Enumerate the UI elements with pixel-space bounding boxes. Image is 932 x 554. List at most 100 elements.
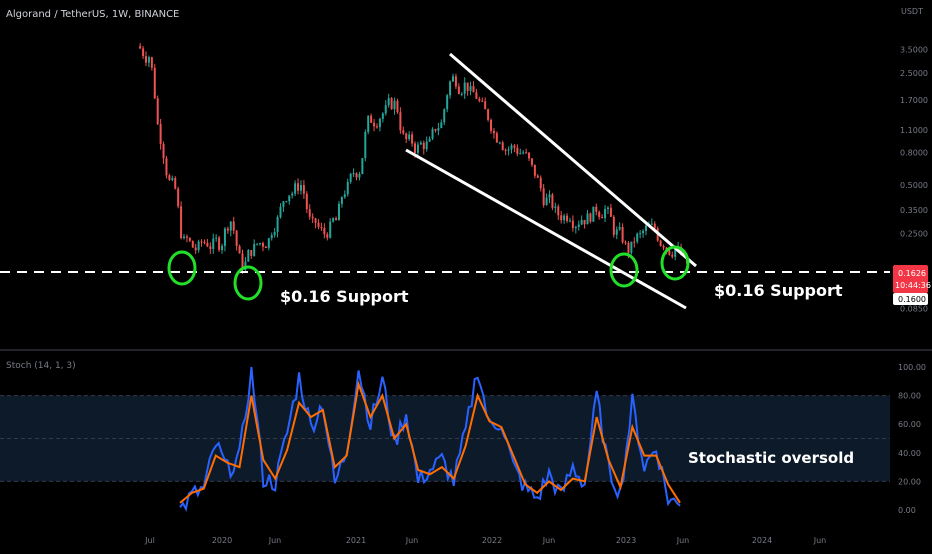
time-tick-label: Jul (144, 536, 155, 545)
candle-body (349, 173, 352, 182)
candle-body (370, 115, 373, 123)
time-axis[interactable]: Jul 2020 Jun 2021 Jun 2022 Jun 2023 Jun 2024 Jun (144, 536, 826, 545)
candle-body (653, 223, 656, 229)
price-tick-label: 2.5000 (900, 69, 928, 78)
candle-body (153, 67, 156, 99)
candle-body (457, 86, 460, 94)
candle-body (487, 109, 490, 120)
candle-body (337, 203, 340, 221)
candle-body (598, 211, 601, 217)
candle-body (340, 197, 343, 204)
symbol-title: Algorand / TetherUS, 1W, BINANCE (6, 9, 179, 20)
candle-body (422, 142, 425, 150)
candle-body (346, 181, 349, 195)
time-tick-label: Jun (676, 536, 690, 545)
support-price-value: 0.1600 (898, 295, 926, 304)
candle-body (542, 188, 545, 206)
candle-body (174, 177, 177, 189)
stoch-oversold-label: Stochastic oversold (688, 449, 854, 467)
stoch-k-line (179, 366, 681, 512)
candle-body (428, 138, 431, 142)
candle-body (627, 242, 630, 253)
candle-body (516, 147, 519, 154)
candle-body (589, 213, 592, 222)
candle-body (492, 130, 495, 134)
stoch-tick-label: 40.00 (898, 449, 921, 458)
candle-body (297, 183, 300, 191)
candle-body (253, 243, 256, 256)
candle-body (463, 82, 466, 94)
candle-body (142, 48, 145, 57)
candle-body (452, 76, 455, 82)
candle-body (159, 124, 162, 145)
candle-body (668, 250, 671, 255)
stoch-d-line (179, 380, 681, 504)
wedge-lower-trendline (405, 148, 687, 310)
candle-body (165, 158, 168, 176)
candle-body (311, 216, 314, 219)
last-price-value: 0.1626 (898, 269, 926, 278)
candle-body (358, 173, 361, 178)
candle-body (212, 238, 215, 249)
candle-body (411, 134, 414, 144)
candle-body (232, 221, 235, 231)
candle-body (408, 134, 411, 140)
candle-body (440, 122, 443, 129)
stoch-axis[interactable]: 100.00 80.00 60.00 40.00 20.00 0.00 (898, 363, 926, 515)
candle-body (533, 164, 536, 176)
candle-body (639, 233, 642, 235)
candle-body (460, 93, 463, 95)
candle-body (604, 208, 607, 219)
candle-body (636, 233, 639, 242)
price-axis[interactable]: 3.5000 2.5000 1.7000 1.1000 0.8000 0.5000 0.35… (900, 46, 928, 314)
candle-body (393, 100, 396, 110)
candle-body (466, 82, 469, 91)
time-tick-label: 2023 (616, 536, 636, 545)
time-tick-label: 2024 (752, 536, 772, 545)
candle-body (554, 206, 557, 208)
candle-body (399, 112, 402, 131)
candle-body (528, 152, 531, 159)
candle-body (361, 158, 364, 174)
candle-body (504, 150, 507, 152)
candle-body (490, 119, 493, 131)
candle-body (443, 109, 446, 123)
wedge-upper-trendline (449, 52, 697, 268)
candle-body (431, 129, 434, 139)
candle-body (223, 228, 226, 246)
candle-body (343, 194, 346, 198)
candle-body (609, 207, 612, 217)
candle-body (256, 243, 259, 245)
time-tick-label: 2022 (482, 536, 502, 545)
price-tick-label: 1.1000 (900, 126, 928, 135)
candle-body (525, 152, 528, 154)
candle-body (566, 215, 569, 221)
candle-body (557, 206, 560, 216)
candle-body (454, 76, 457, 87)
candle-body (282, 201, 285, 207)
candle-body (539, 177, 542, 189)
candlestick-series (139, 42, 688, 274)
candle-body (203, 241, 206, 243)
candle-body (633, 241, 636, 243)
candle-body (481, 100, 484, 102)
candle-body (273, 231, 276, 236)
candle-body (299, 185, 302, 191)
candle-body (375, 126, 378, 128)
support-label-left: $0.16 Support (280, 287, 409, 306)
candle-body (285, 201, 288, 203)
candle-body (180, 206, 183, 239)
candle-body (191, 240, 194, 248)
candle-body (162, 144, 165, 159)
candle-body (519, 153, 522, 155)
candle-body (498, 142, 501, 144)
candle-body (183, 236, 186, 239)
candle-body (150, 57, 153, 68)
candle-body (206, 242, 209, 247)
candle-body (145, 56, 147, 63)
candle-body (560, 215, 563, 221)
candle-body (574, 227, 577, 229)
price-tick-label: 0.0850 (900, 304, 928, 313)
candle-body (367, 115, 370, 132)
